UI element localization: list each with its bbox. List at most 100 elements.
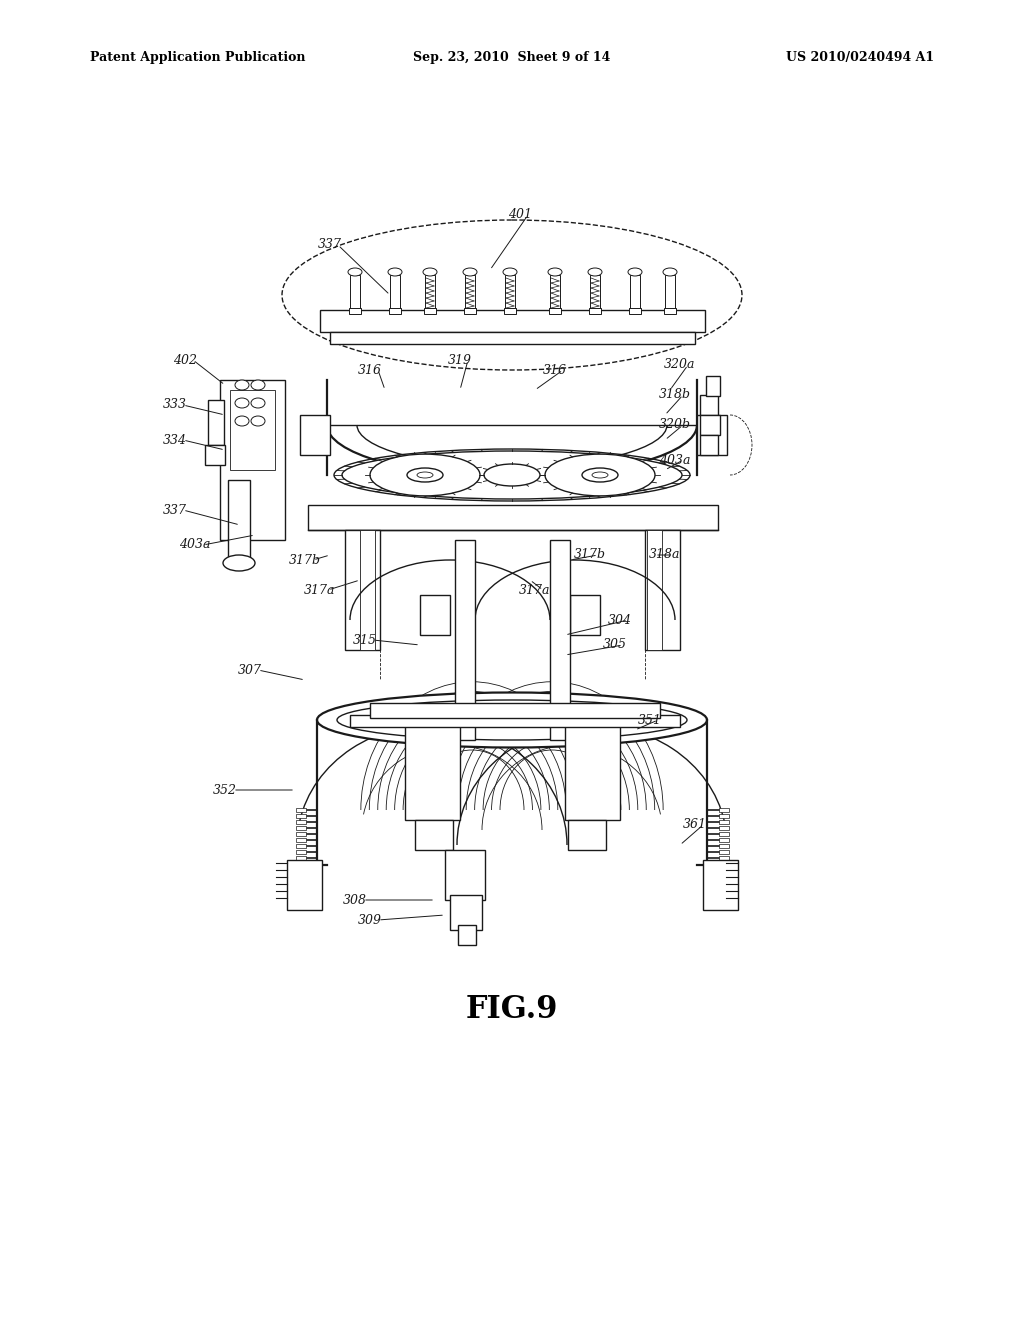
Bar: [455, 540, 475, 741]
Text: 320b: 320b: [659, 418, 691, 432]
Bar: [296, 820, 306, 824]
Bar: [345, 531, 380, 649]
Bar: [390, 275, 400, 313]
Bar: [296, 862, 306, 866]
Ellipse shape: [545, 454, 655, 496]
Bar: [629, 308, 641, 314]
Text: Patent Application Publication: Patent Application Publication: [90, 51, 305, 65]
Text: 361: 361: [683, 818, 707, 832]
Bar: [630, 275, 640, 313]
Bar: [719, 814, 729, 818]
Text: Sep. 23, 2010  Sheet 9 of 14: Sep. 23, 2010 Sheet 9 of 14: [414, 51, 610, 65]
Bar: [590, 275, 600, 313]
Ellipse shape: [348, 268, 362, 276]
Text: 317b: 317b: [289, 553, 321, 566]
Bar: [697, 414, 727, 455]
Ellipse shape: [484, 465, 540, 486]
Bar: [550, 540, 570, 741]
Text: 317b: 317b: [574, 549, 606, 561]
Text: 317a: 317a: [304, 583, 336, 597]
Bar: [700, 414, 720, 436]
Bar: [464, 308, 476, 314]
Bar: [300, 414, 330, 455]
Text: 317a: 317a: [519, 583, 551, 597]
Text: 316: 316: [358, 363, 382, 376]
Ellipse shape: [370, 454, 480, 496]
Ellipse shape: [548, 268, 562, 276]
Bar: [706, 376, 720, 396]
Bar: [319, 310, 705, 333]
Bar: [565, 719, 620, 820]
Text: 403a: 403a: [179, 539, 211, 552]
Text: US 2010/0240494 A1: US 2010/0240494 A1: [785, 51, 934, 65]
Ellipse shape: [582, 469, 618, 482]
Text: 308: 308: [343, 894, 367, 907]
Bar: [505, 275, 515, 313]
Bar: [719, 843, 729, 847]
Bar: [230, 389, 275, 470]
Text: 318b: 318b: [659, 388, 691, 401]
Bar: [205, 445, 225, 465]
Bar: [645, 531, 680, 649]
Ellipse shape: [337, 700, 687, 741]
Bar: [350, 715, 680, 727]
Text: 337: 337: [163, 503, 187, 516]
Text: 333: 333: [163, 399, 187, 412]
Bar: [350, 275, 360, 313]
Text: 309: 309: [358, 913, 382, 927]
Ellipse shape: [223, 554, 255, 572]
Bar: [360, 531, 375, 649]
Bar: [296, 838, 306, 842]
Bar: [570, 595, 600, 635]
Bar: [719, 808, 729, 812]
Bar: [504, 308, 516, 314]
Text: 402: 402: [173, 354, 197, 367]
Ellipse shape: [251, 380, 265, 389]
Bar: [719, 850, 729, 854]
Bar: [370, 704, 660, 718]
Bar: [296, 832, 306, 836]
Text: 319: 319: [449, 354, 472, 367]
Text: 403a: 403a: [659, 454, 691, 466]
Text: 337: 337: [318, 239, 342, 252]
Ellipse shape: [234, 416, 249, 426]
Ellipse shape: [342, 451, 682, 499]
Bar: [296, 826, 306, 830]
Bar: [700, 436, 718, 455]
Text: FIG.9: FIG.9: [466, 994, 558, 1026]
Ellipse shape: [251, 399, 265, 408]
Ellipse shape: [663, 268, 677, 276]
Bar: [458, 925, 476, 945]
Bar: [228, 480, 250, 560]
Text: 351: 351: [638, 714, 662, 726]
Ellipse shape: [628, 268, 642, 276]
Bar: [296, 808, 306, 812]
Bar: [719, 820, 729, 824]
Bar: [647, 531, 662, 649]
Text: 334: 334: [163, 433, 187, 446]
Bar: [550, 275, 560, 313]
Bar: [425, 275, 435, 313]
Ellipse shape: [417, 473, 433, 478]
Text: 304: 304: [608, 614, 632, 627]
Bar: [665, 275, 675, 313]
Text: 318a: 318a: [649, 549, 681, 561]
Bar: [220, 380, 285, 540]
Bar: [719, 855, 729, 861]
Bar: [549, 308, 561, 314]
Bar: [208, 400, 224, 445]
Bar: [450, 895, 482, 931]
Bar: [296, 814, 306, 818]
Text: 315: 315: [353, 634, 377, 647]
Bar: [420, 595, 450, 635]
Bar: [719, 838, 729, 842]
Bar: [719, 832, 729, 836]
Bar: [719, 862, 729, 866]
Ellipse shape: [388, 268, 402, 276]
Bar: [349, 308, 361, 314]
Ellipse shape: [317, 693, 707, 747]
Bar: [465, 275, 475, 313]
Ellipse shape: [334, 449, 690, 502]
Text: 352: 352: [213, 784, 237, 796]
Ellipse shape: [234, 380, 249, 389]
